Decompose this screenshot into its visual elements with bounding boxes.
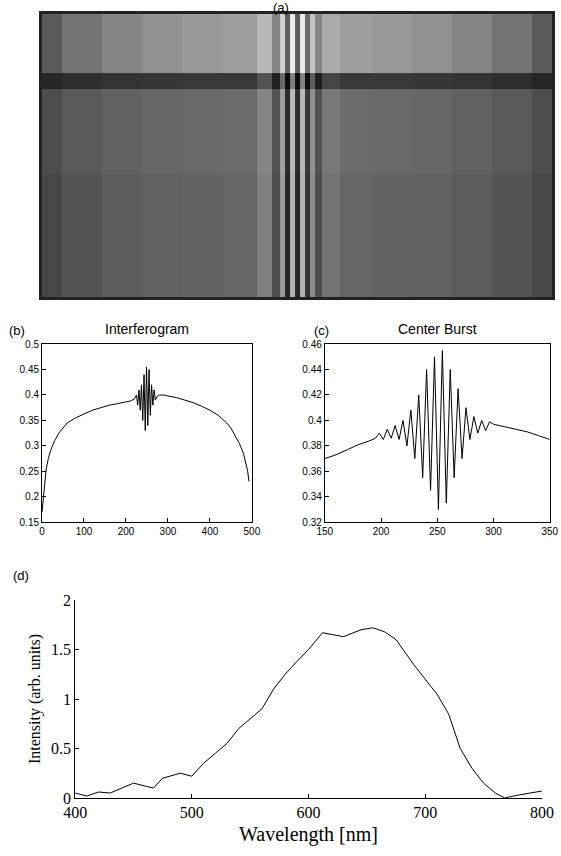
svg-text:0.46: 0.46	[302, 339, 322, 350]
svg-text:0.36: 0.36	[302, 466, 322, 477]
svg-text:0.35: 0.35	[20, 415, 40, 426]
svg-text:1.5: 1.5	[51, 641, 71, 658]
svg-text:1: 1	[63, 691, 71, 708]
svg-text:0.25: 0.25	[20, 466, 40, 477]
svg-text:400: 400	[63, 804, 87, 821]
svg-text:500: 500	[244, 526, 261, 537]
svg-text:0.15: 0.15	[20, 517, 40, 528]
svg-text:0.4: 0.4	[308, 415, 322, 426]
svg-text:400: 400	[202, 526, 219, 537]
svg-text:Interferogram: Interferogram	[105, 321, 189, 337]
svg-text:0.5: 0.5	[51, 740, 71, 757]
svg-text:0.2: 0.2	[25, 491, 39, 502]
svg-text:0.34: 0.34	[302, 491, 322, 502]
svg-text:0.3: 0.3	[25, 440, 39, 451]
svg-text:300: 300	[160, 526, 177, 537]
svg-text:(b): (b)	[9, 323, 25, 338]
svg-text:600: 600	[297, 804, 321, 821]
svg-text:(d): (d)	[13, 568, 29, 583]
svg-text:500: 500	[180, 804, 204, 821]
svg-text:0: 0	[39, 526, 45, 537]
svg-text:0.44: 0.44	[302, 364, 322, 375]
svg-text:0: 0	[63, 790, 71, 807]
svg-text:250: 250	[429, 526, 446, 537]
svg-text:100: 100	[76, 526, 93, 537]
svg-text:0.4: 0.4	[25, 389, 39, 400]
svg-text:150: 150	[316, 526, 333, 537]
svg-text:0.5: 0.5	[25, 339, 39, 350]
svg-text:200: 200	[373, 526, 390, 537]
svg-text:(a): (a)	[273, 0, 289, 15]
svg-text:800: 800	[530, 804, 554, 821]
svg-text:Intensity (arb. units): Intensity (arb. units)	[26, 634, 44, 764]
svg-text:(c): (c)	[314, 323, 329, 338]
svg-text:0.42: 0.42	[302, 389, 322, 400]
svg-text:700: 700	[413, 804, 437, 821]
svg-text:0.32: 0.32	[302, 517, 322, 528]
svg-text:200: 200	[118, 526, 135, 537]
svg-text:0.45: 0.45	[20, 364, 40, 375]
svg-text:Wavelength [nm]: Wavelength [nm]	[239, 823, 378, 846]
svg-text:Center Burst: Center Burst	[398, 321, 477, 337]
svg-text:300: 300	[485, 526, 502, 537]
svg-text:350: 350	[541, 526, 558, 537]
svg-text:0.38: 0.38	[302, 440, 322, 451]
svg-text:2: 2	[63, 592, 71, 609]
